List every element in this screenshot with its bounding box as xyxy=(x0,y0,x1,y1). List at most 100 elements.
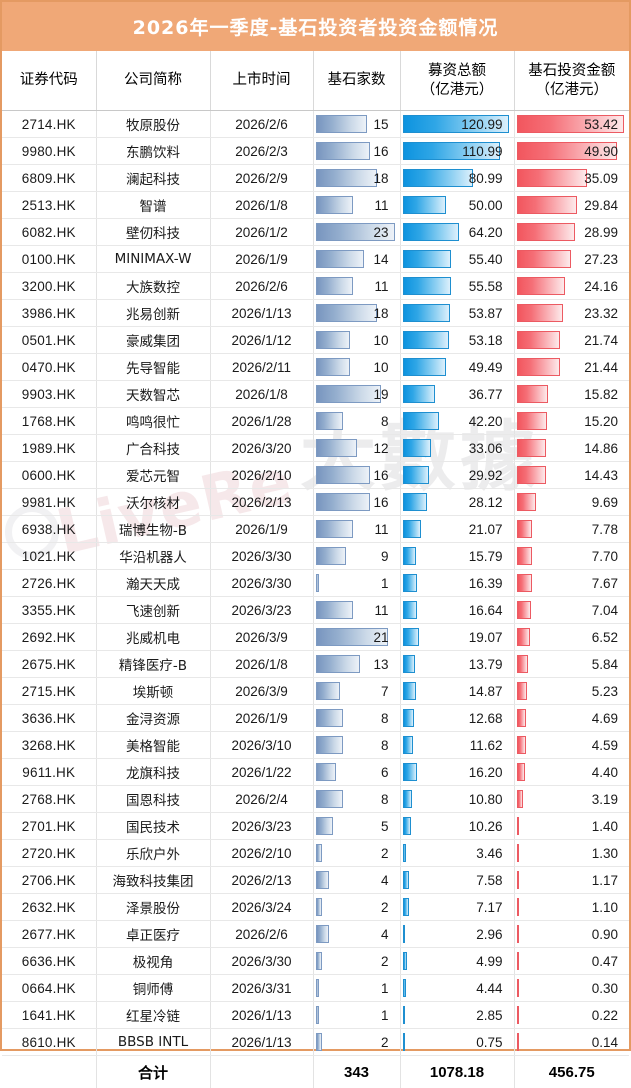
cell-total-raise-wrap: 16.39 xyxy=(403,570,509,596)
cell-cornerstone-amount: 21.74 xyxy=(514,327,629,354)
cell-cornerstone-amount: 9.69 xyxy=(514,489,629,516)
column-header-code[interactable]: 证券代码 xyxy=(2,51,96,111)
cell-total-raise: 33.06 xyxy=(400,435,514,462)
cell-total-raise: 10.80 xyxy=(400,786,514,813)
cell-cornerstone-amount-databar xyxy=(517,196,577,214)
cell-cornerstone-amount-value: 21.74 xyxy=(584,327,618,353)
cell-total-raise: 14.87 xyxy=(400,678,514,705)
cell-cornerstone-count: 13 xyxy=(313,651,400,678)
cell-cornerstone-count-databar xyxy=(316,709,343,727)
cell-cornerstone-count: 4 xyxy=(313,867,400,894)
cell-cornerstone-count-wrap: 2 xyxy=(316,1029,395,1055)
cell-company-name: 极视角 xyxy=(96,948,210,975)
column-header-name[interactable]: 公司简称 xyxy=(96,51,210,111)
cell-cornerstone-amount-databar xyxy=(517,925,519,943)
cell-total-raise-databar xyxy=(403,763,417,781)
column-header-stone[interactable]: 基石投资金额 （亿港元） xyxy=(514,51,629,111)
cell-total-raise-value: 55.58 xyxy=(469,273,503,299)
column-header-count[interactable]: 基石家数 xyxy=(313,51,400,111)
cell-listing-date: 2026/2/10 xyxy=(210,462,313,489)
cell-code: 0100.HK xyxy=(2,246,96,273)
cell-total-raise-value: 53.18 xyxy=(469,327,503,353)
cell-cornerstone-count-value: 16 xyxy=(373,489,388,515)
cell-total-raise: 28.12 xyxy=(400,489,514,516)
cell-total-raise-value: 50.00 xyxy=(469,192,503,218)
cell-cornerstone-count-value: 8 xyxy=(381,732,389,758)
cell-code: 2720.HK xyxy=(2,840,96,867)
cell-cornerstone-count-databar xyxy=(316,277,354,295)
cell-total-raise-wrap: 10.26 xyxy=(403,813,509,839)
column-header-raise[interactable]: 募资总额 （亿港元） xyxy=(400,51,514,111)
cell-total-raise-databar xyxy=(403,385,435,403)
column-header-date-label: 上市时间 xyxy=(233,72,291,88)
cell-cornerstone-amount-databar xyxy=(517,358,560,376)
cell-cornerstone-count-databar xyxy=(316,817,333,835)
cell-total-raise: 29.92 xyxy=(400,462,514,489)
cell-cornerstone-count-databar xyxy=(316,115,368,133)
cell-total-raise-databar xyxy=(403,736,413,754)
cell-cornerstone-count-wrap: 1 xyxy=(316,570,395,596)
cell-cornerstone-count: 12 xyxy=(313,435,400,462)
cell-cornerstone-amount-databar xyxy=(517,547,532,565)
cell-total-raise-value: 12.68 xyxy=(469,705,503,731)
cell-cornerstone-amount-wrap: 4.40 xyxy=(517,759,625,785)
column-header-count-label: 基石家数 xyxy=(328,72,386,88)
cell-total-raise-databar xyxy=(403,439,432,457)
cell-listing-date: 2026/3/24 xyxy=(210,894,313,921)
cell-code: 9980.HK xyxy=(2,138,96,165)
cell-listing-date: 2026/3/30 xyxy=(210,948,313,975)
cell-cornerstone-count-wrap: 4 xyxy=(316,867,395,893)
cell-cornerstone-count-value: 19 xyxy=(373,381,388,407)
cell-cornerstone-amount-value: 21.44 xyxy=(584,354,618,380)
cell-total-raise-wrap: 19.07 xyxy=(403,624,509,650)
cell-cornerstone-amount-value: 0.30 xyxy=(592,975,618,1001)
cell-total-raise: 19.07 xyxy=(400,624,514,651)
cell-total-raise-databar xyxy=(403,304,450,322)
cell-cornerstone-count-wrap: 12 xyxy=(316,435,395,461)
cell-code: 0501.HK xyxy=(2,327,96,354)
cell-company-name: 天数智芯 xyxy=(96,381,210,408)
column-header-date[interactable]: 上市时间 xyxy=(210,51,313,111)
cell-company-name: 精锋医疗-B xyxy=(96,651,210,678)
cell-code: 2677.HK xyxy=(2,921,96,948)
cell-cornerstone-amount: 14.43 xyxy=(514,462,629,489)
cell-cornerstone-amount: 1.40 xyxy=(514,813,629,840)
cell-total-raise: 36.77 xyxy=(400,381,514,408)
cell-total-raise-wrap: 2.85 xyxy=(403,1002,509,1028)
